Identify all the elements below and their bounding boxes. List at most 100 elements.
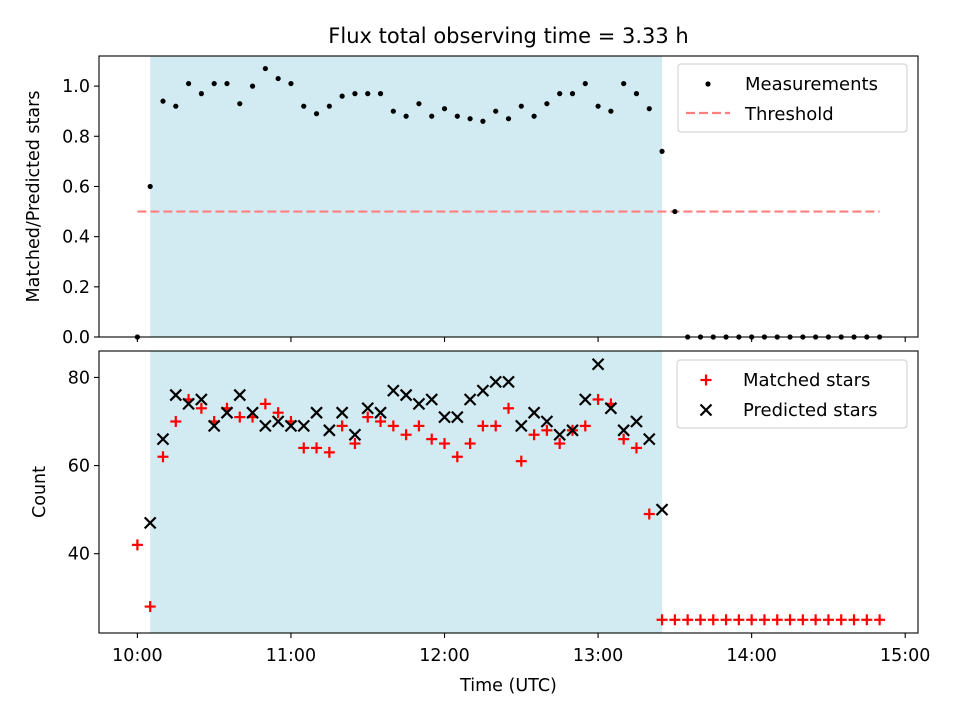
matched-star-point: [528, 429, 540, 441]
x-b: [630, 415, 643, 428]
matched-star-point: [387, 420, 399, 432]
bottom-y-ticks: 40 60 80: [68, 368, 99, 565]
x-b: [591, 357, 605, 371]
matched-star-point: [195, 402, 207, 414]
bottom-x-tick-label: 13:00: [573, 646, 623, 666]
bottom-x-tick-label: 10:00: [112, 646, 162, 666]
measurement-point: [480, 118, 486, 124]
x-b: [348, 428, 362, 441]
matched-star-point: [157, 451, 169, 463]
top-x-ticks: [136, 337, 906, 342]
threshold-legend-label: Threshold: [744, 104, 834, 125]
predicted-star-point: [182, 397, 195, 411]
x-b: [515, 419, 528, 433]
predicted-star-point: [630, 415, 643, 428]
measurement-point: [621, 80, 627, 87]
bottom-x-tick-label: 15:00: [880, 646, 930, 666]
x-b: [642, 432, 656, 446]
top-y-tick-label: 1.0: [62, 77, 90, 97]
matched-star-point: [848, 614, 860, 626]
x-b: [699, 403, 713, 417]
x-b: [527, 406, 541, 419]
measurement-point: [646, 106, 652, 112]
measurement-point: [262, 65, 268, 72]
matched-star-point: [861, 614, 873, 626]
x-b: [566, 424, 579, 437]
measurement-point: [608, 108, 614, 114]
predicted-star-point: [489, 375, 502, 389]
bottom-y-tick-label: 80: [68, 368, 90, 388]
measurement-point: [659, 148, 665, 154]
bottom-x-tick-label: 12:00: [419, 646, 469, 666]
measurement-point: [454, 113, 460, 119]
predicted-star-point: [515, 419, 528, 433]
measurement-point: [313, 111, 320, 117]
measurement-point: [365, 91, 371, 97]
measurement-point: [672, 208, 678, 215]
predicted-star-point: [502, 375, 515, 389]
x-b: [438, 410, 451, 424]
matched-star-point: [733, 614, 745, 626]
measurement-point: [377, 91, 384, 97]
measurement-point: [505, 116, 512, 122]
bottom-observing-window-shade: [150, 351, 663, 633]
x-b: [182, 397, 195, 411]
matched-star-point: [259, 398, 271, 410]
measurement-point: [467, 116, 473, 122]
matched-star-point: [784, 614, 796, 626]
matched-stars-points: [131, 393, 886, 626]
measurement-point: [633, 91, 640, 97]
bottom-x-ticks: 10:00 11:00 12:00 13:00 14:00 15:00: [112, 633, 930, 666]
matched-star-point: [656, 614, 668, 626]
measurement-point: [557, 91, 563, 97]
measurement-point: [275, 75, 281, 82]
matched-star-point: [503, 402, 514, 414]
matched-star-point: [694, 614, 706, 626]
bottom-y-axis-label: Count: [30, 466, 50, 518]
top-y-tick-label: 0.6: [62, 177, 90, 197]
matched-star-point: [439, 438, 451, 450]
predicted-star-point: [335, 406, 349, 419]
measurement-point: [160, 98, 166, 104]
x-b: [476, 384, 490, 397]
predicted-star-point: [271, 415, 285, 428]
predicted-star-point: [540, 415, 554, 428]
measurement-point: [326, 103, 332, 109]
measurement-point: [531, 113, 537, 119]
matched-star-point: [375, 416, 387, 427]
measurement-point: [582, 80, 588, 87]
measurements-legend-label: Measurements: [745, 74, 878, 95]
predicted-star-point: [527, 406, 541, 419]
measurement-point: [147, 183, 153, 190]
measurement-point: [198, 91, 204, 97]
predicted-star-point: [361, 402, 375, 415]
top-y-tick-label: 0.2: [62, 278, 90, 298]
predicted-star-point: [591, 357, 605, 371]
x-b: [233, 388, 247, 402]
matched-star-point: [771, 614, 783, 626]
predicted-star-point: [642, 432, 656, 446]
measurement-point: [211, 80, 217, 87]
matched-star-point: [835, 614, 847, 626]
matched-star-point: [758, 614, 770, 626]
predicted-star-point: [451, 410, 464, 424]
predicted-star-point: [297, 419, 311, 433]
top-panel: 0.0 0.2 0.4 0.6 0.8 1.0 Flux total observing …: [24, 24, 919, 348]
matched-star-point: [630, 442, 642, 454]
x-b: [310, 406, 323, 419]
top-y-tick-label: 0.8: [62, 127, 90, 147]
matched-star-point: [643, 508, 655, 520]
top-y-ticks: 0.0 0.2 0.4 0.6 0.8 1.0: [62, 77, 99, 348]
matched-star-point: [349, 438, 361, 450]
x-b: [617, 424, 630, 437]
x-b: [156, 432, 170, 446]
matched-star-point: [400, 429, 412, 441]
matched-star-point: [144, 601, 156, 613]
x-b: [207, 419, 221, 433]
matched-star-point: [311, 442, 323, 454]
predicted-star-point: [323, 424, 336, 437]
bottom-panel: 40 60 80 10:00 11:00 12:00 13:00 14:00 15:00 Ti…: [30, 350, 930, 696]
measurement-point: [544, 101, 550, 107]
matched-star-point: [451, 451, 463, 463]
